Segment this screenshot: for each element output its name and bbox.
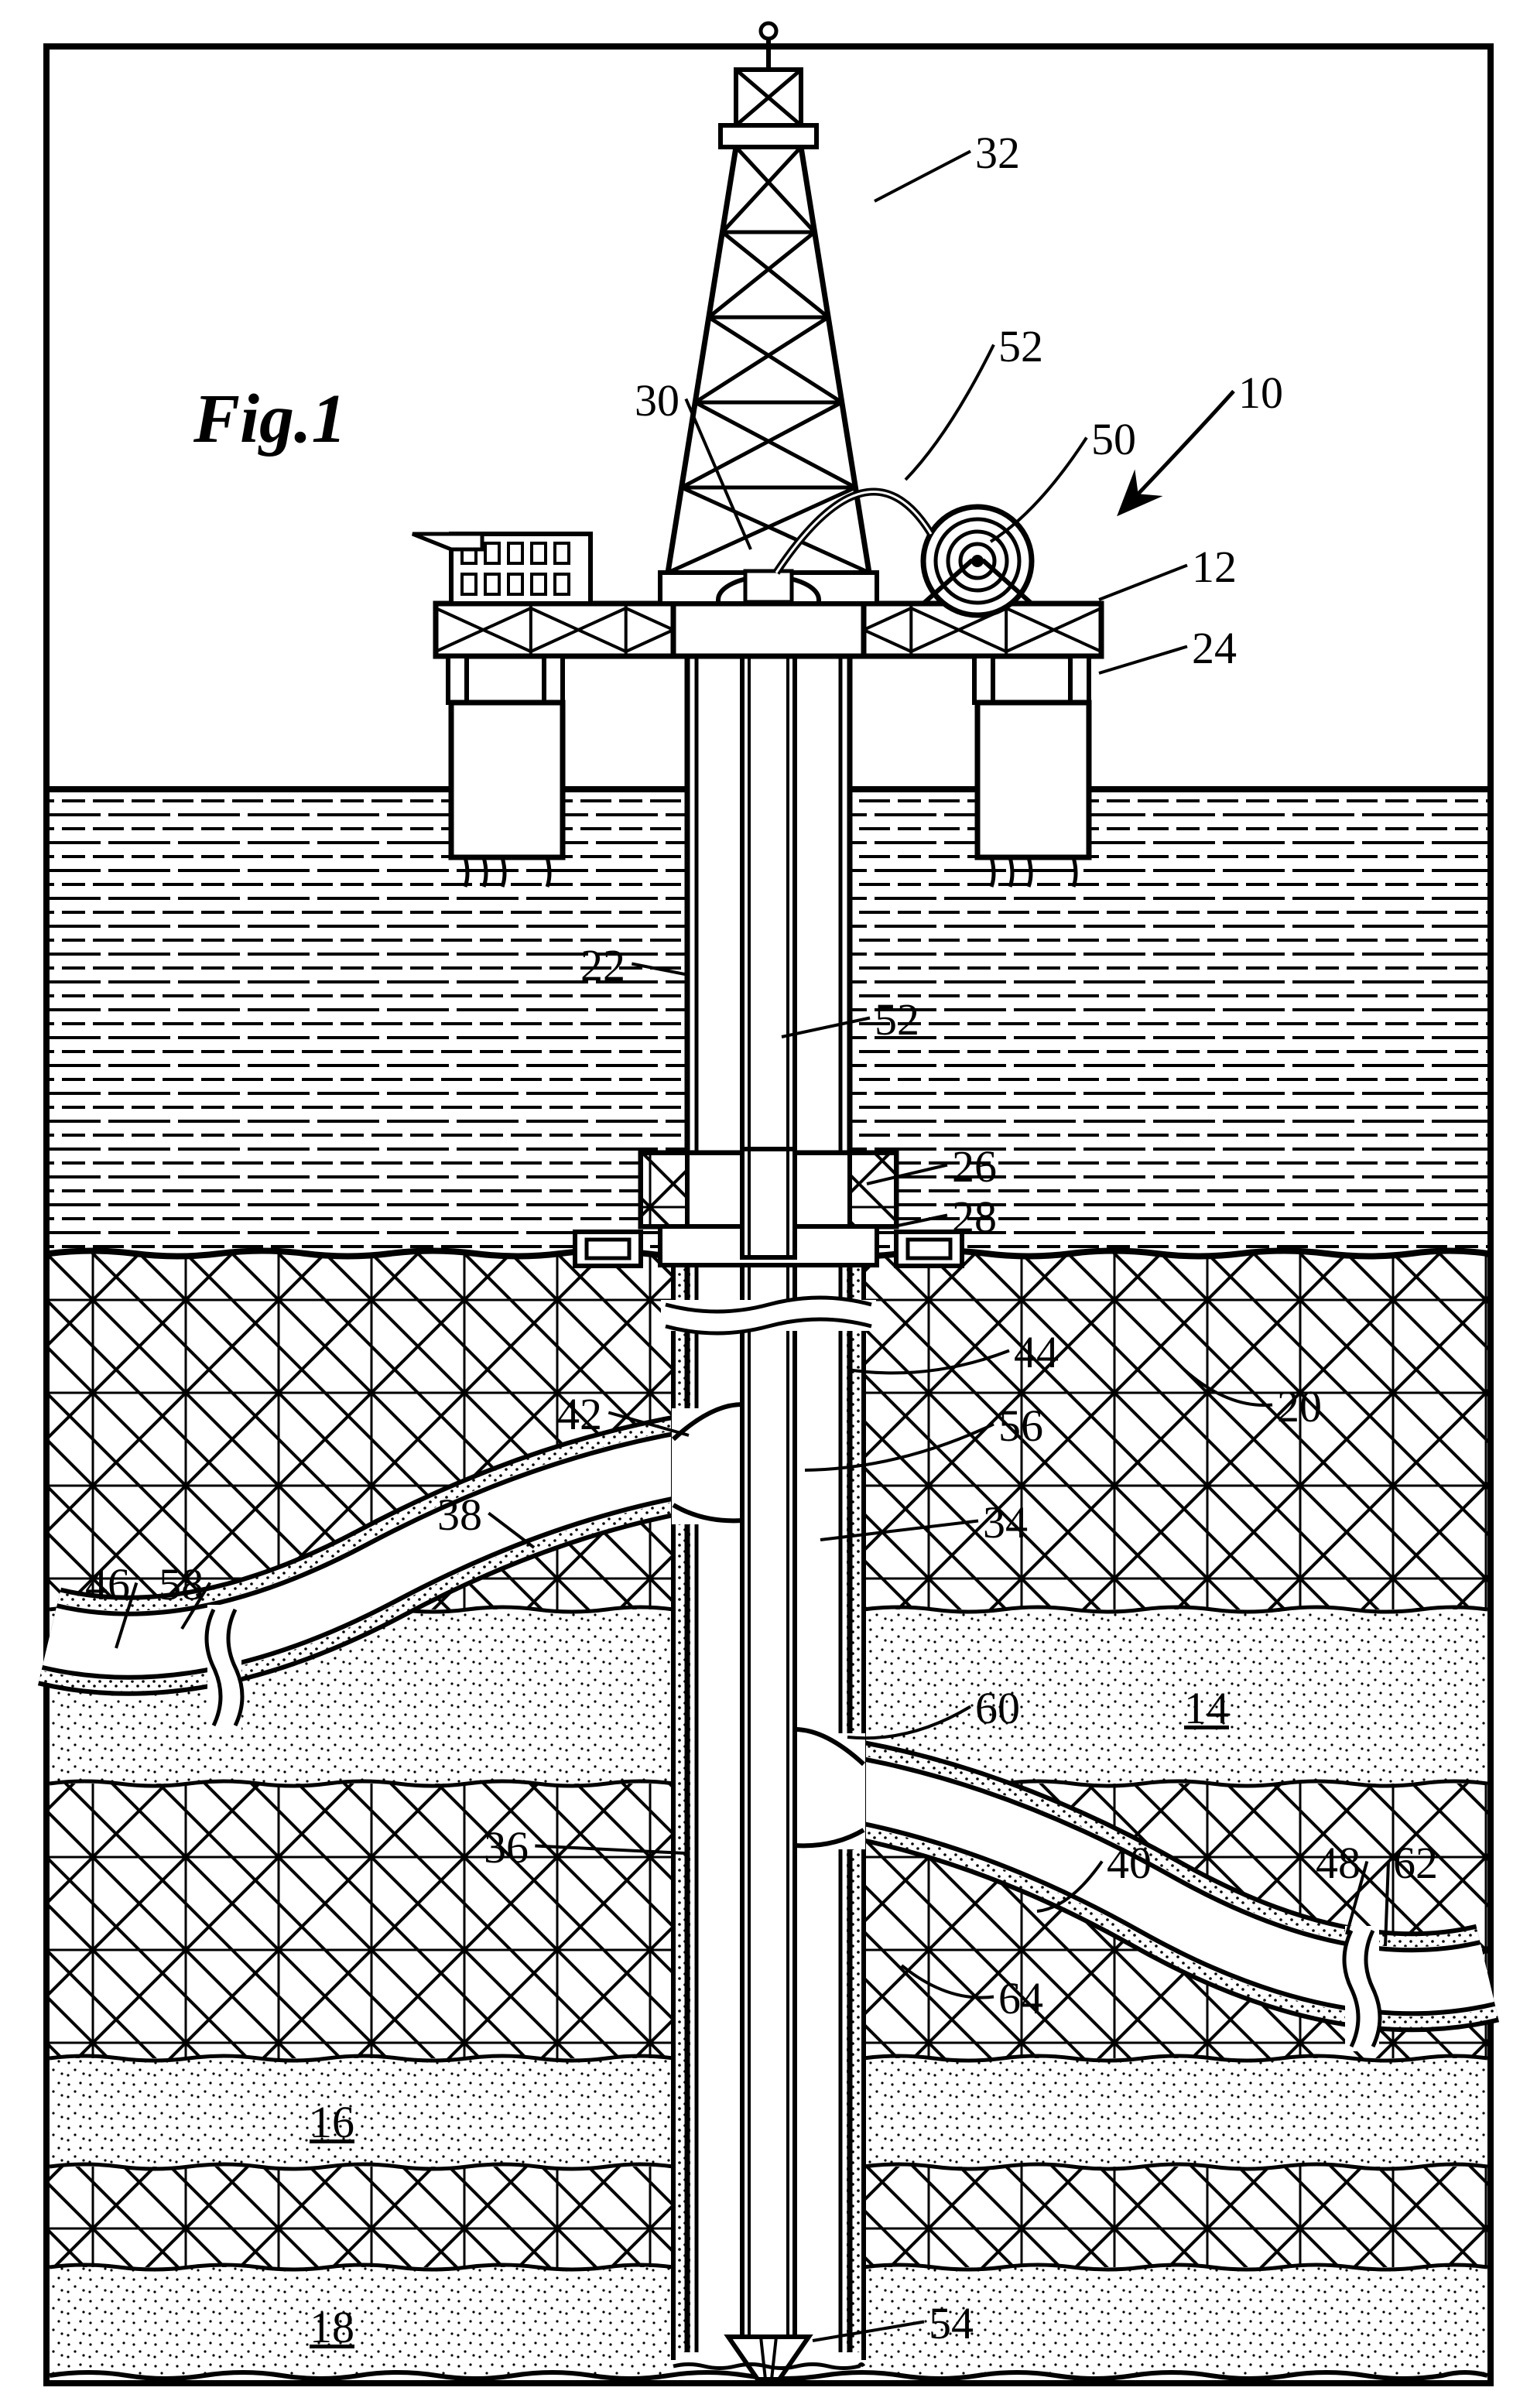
figure-label: Fig.1 [193, 379, 347, 459]
ref-60: 60 [975, 1682, 1020, 1734]
ref-26: 26 [952, 1141, 997, 1192]
ref-18: 18 [310, 2301, 354, 2353]
ref-32: 32 [975, 127, 1020, 179]
ref-52: 52 [998, 320, 1043, 372]
ref-56: 56 [998, 1400, 1043, 1452]
ref-48: 48 [1316, 1837, 1361, 1889]
ref-34: 34 [983, 1496, 1028, 1548]
main-wellbore [672, 596, 865, 2379]
ref-38: 38 [437, 1489, 482, 1541]
ref-24: 24 [1192, 622, 1237, 674]
ref-12: 12 [1192, 541, 1237, 593]
ref-62: 62 [1393, 1837, 1438, 1889]
ref-36: 36 [484, 1821, 529, 1873]
ref-42: 42 [557, 1388, 602, 1440]
ref-44: 44 [1014, 1326, 1059, 1378]
ref-52: 52 [875, 994, 919, 1045]
ref-16: 16 [310, 2096, 354, 2148]
ref-54: 54 [929, 2297, 974, 2349]
ref-30: 30 [635, 375, 679, 426]
ref-22: 22 [580, 939, 625, 991]
figure-drawing [0, 0, 1537, 2408]
patent-figure-page: Fig.1 32 52 50 10 30 12 24 22 52 2628 44 20 42 56 38 34… [0, 0, 1537, 2408]
ref-14: 14 [1184, 1682, 1229, 1734]
ref-50: 50 [1091, 413, 1136, 465]
ref-10: 10 [1238, 367, 1283, 419]
ref-46: 46 [85, 1558, 130, 1610]
ref-58: 58 [159, 1558, 204, 1610]
ref-20: 20 [1277, 1380, 1322, 1432]
ref-28: 28 [952, 1191, 997, 1243]
ref-64: 64 [998, 1972, 1043, 2024]
ref-40: 40 [1107, 1837, 1152, 1889]
